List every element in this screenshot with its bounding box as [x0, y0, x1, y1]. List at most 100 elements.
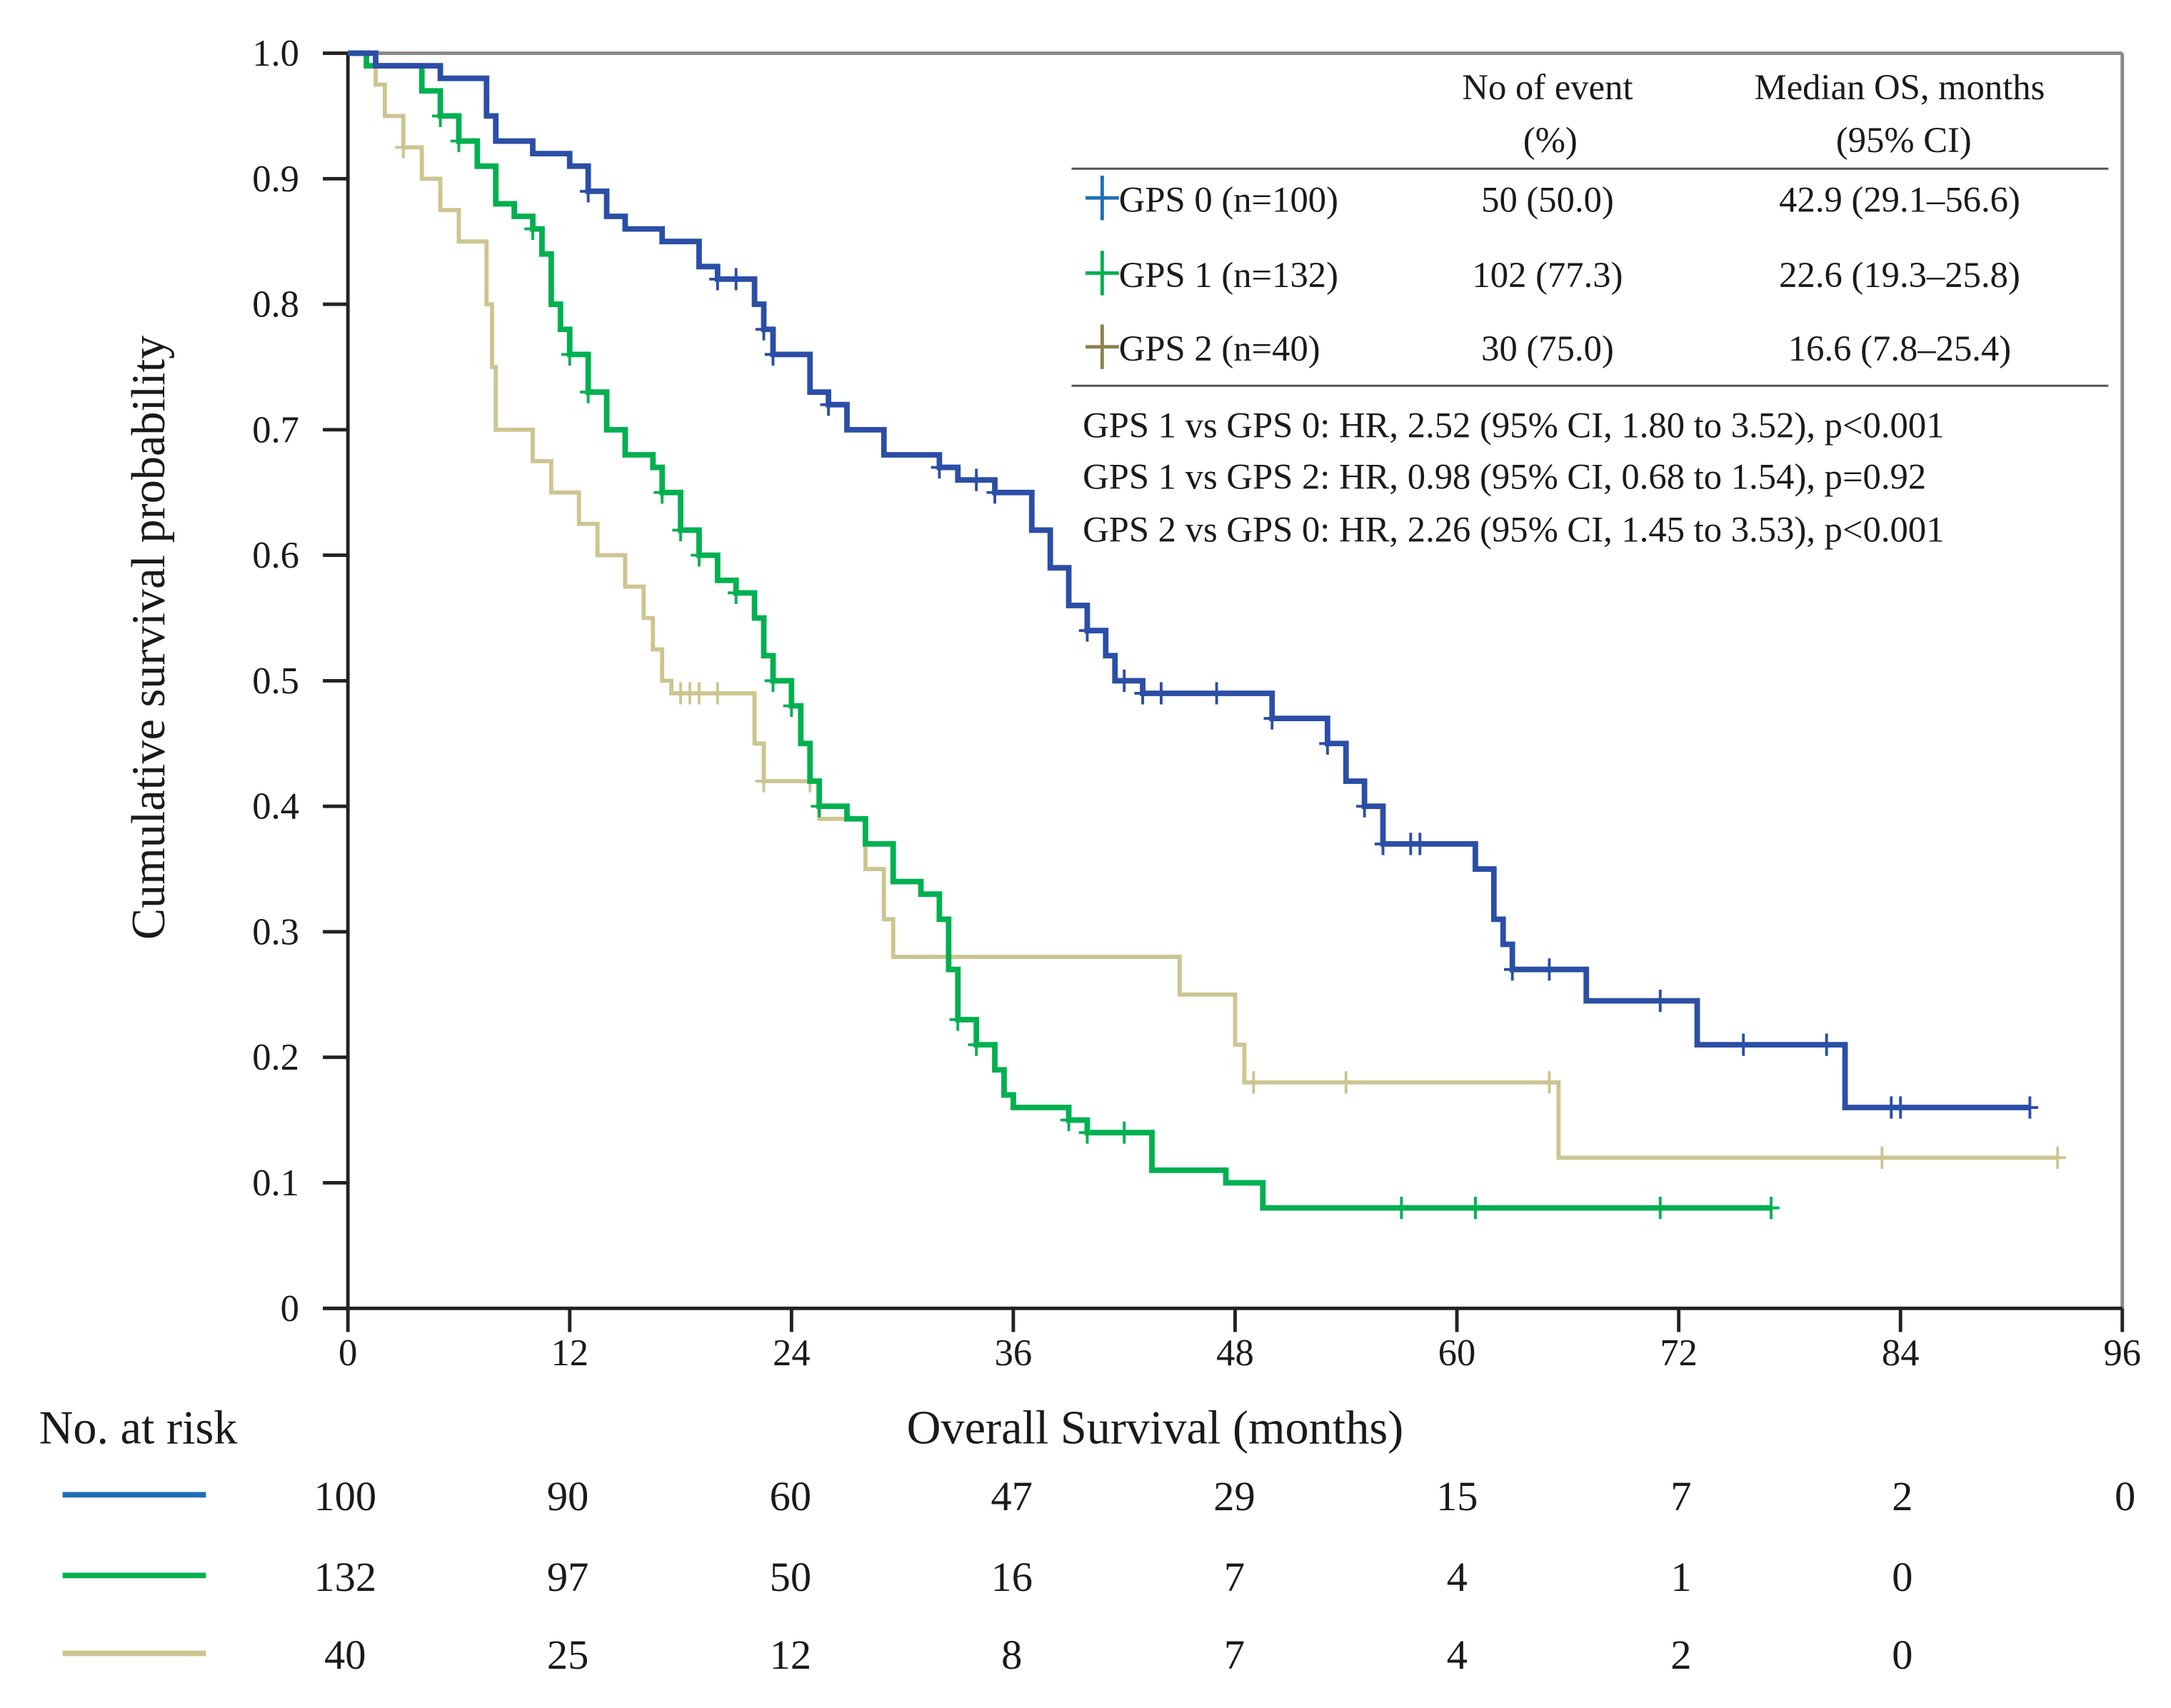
at-risk-title: No. at risk: [39, 1402, 239, 1454]
x-tick-label: 72: [1660, 1332, 1698, 1374]
hr-annotation: GPS 1 vs GPS 2: HR, 0.98 (95% CI, 0.68 t…: [1083, 456, 1926, 496]
censor-mark: [1504, 958, 1521, 981]
median-header: Median OS, months: [1755, 67, 2045, 107]
y-tick-label: 0.6: [252, 535, 299, 576]
at-risk-value: 29: [1213, 1473, 1255, 1519]
at-risk-value: 8: [1001, 1632, 1022, 1678]
x-axis-label: Overall Survival (months): [907, 1402, 1404, 1454]
censor-mark: [1060, 1109, 1078, 1132]
series-1: [348, 50, 1780, 1220]
censor-mark: [561, 343, 578, 366]
censor-mark: [1338, 1071, 1355, 1094]
x-tick-label: 0: [339, 1332, 357, 1374]
legend-median: 42.9 (29.1–56.6): [1779, 180, 2020, 220]
at-risk-value: 2: [1670, 1632, 1691, 1678]
legend-events: 50 (50.0): [1481, 180, 1614, 220]
censor-mark: [986, 481, 1003, 504]
legend-series-name: GPS 1 (n=132): [1119, 255, 1338, 295]
x-tick-label: 12: [551, 1332, 588, 1374]
censor-mark: [450, 129, 468, 153]
at-risk-value: 7: [1224, 1632, 1245, 1678]
censor-mark: [755, 318, 773, 341]
legend-median: 16.6 (7.8–25.4): [1788, 328, 2011, 368]
censor-mark: [431, 104, 449, 127]
at-risk-value: 1: [1670, 1554, 1691, 1600]
legend-marker-icon: [1086, 251, 1119, 296]
censor-mark: [1873, 1146, 1891, 1169]
censor-mark: [1540, 1071, 1558, 1094]
hr-annotation: GPS 1 vs GPS 0: HR, 2.52 (95% CI, 1.80 t…: [1083, 405, 1944, 445]
censor-mark: [1892, 1096, 1909, 1119]
events-header: No of event: [1462, 67, 1633, 107]
censor-mark: [1411, 833, 1428, 855]
y-tick-label: 1.0: [252, 33, 299, 74]
at-risk-value: 25: [547, 1632, 588, 1678]
censor-mark: [764, 669, 782, 692]
censor-mark: [1263, 707, 1280, 730]
y-tick-label: 0.7: [252, 409, 299, 451]
censor-mark: [949, 1008, 966, 1031]
y-tick-label: 0: [281, 1288, 299, 1330]
y-tick-label: 0.9: [252, 159, 299, 200]
censor-mark: [931, 456, 948, 479]
x-tick-label: 96: [2103, 1332, 2141, 1374]
legend-marker-icon: [1086, 175, 1119, 221]
censor-mark: [709, 682, 726, 705]
censor-mark: [764, 343, 782, 366]
y-tick-label: 0.8: [252, 284, 299, 326]
at-risk-value: 15: [1436, 1473, 1478, 1519]
at-risk-value: 100: [314, 1473, 376, 1519]
censor-mark: [1078, 619, 1096, 642]
censor-mark: [1153, 682, 1170, 705]
x-tick-label: 60: [1438, 1332, 1476, 1374]
at-risk-value: 4: [1447, 1632, 1468, 1678]
x-tick-label: 48: [1216, 1332, 1254, 1374]
censor-mark: [1355, 795, 1373, 818]
at-risk-value: 50: [770, 1554, 811, 1600]
plot-frame: [323, 51, 2125, 1312]
censor-mark: [1078, 1121, 1096, 1144]
at-risk-value: 16: [991, 1554, 1032, 1600]
survival-curve: [348, 51, 2058, 1160]
at-risk-value: 0: [1892, 1554, 1912, 1600]
at-risk-value: 0: [2115, 1473, 2135, 1519]
at-risk-value: 7: [1224, 1554, 1245, 1600]
censor-mark: [691, 682, 708, 705]
at-risk-value: 47: [991, 1473, 1032, 1519]
y-tick-label: 0.4: [252, 786, 299, 828]
median-header-unit: (95% CI): [1836, 120, 1972, 160]
censor-mark: [1540, 958, 1558, 981]
y-tick-label: 0.2: [252, 1037, 299, 1078]
hr-annotation: GPS 2 vs GPS 0: HR, 2.26 (95% CI, 1.45 t…: [1083, 510, 1944, 550]
at-risk-table: 100 90 60 47 29 15 7 2 0 132 97 50 16 7 4 1 0 40 25 12 8 7 4 2 0: [62, 1473, 2135, 1678]
censor-mark: [691, 544, 708, 567]
y-tick-label: 0.3: [252, 911, 299, 953]
at-risk-value: 132: [314, 1554, 376, 1600]
censor-mark: [820, 393, 837, 416]
legend-table: No of event (%) Median OS, months (95% C…: [1071, 67, 2109, 550]
censor-mark: [709, 268, 726, 291]
censor-mark: [755, 770, 773, 793]
censor-mark: [1467, 1197, 1484, 1220]
at-risk-value: 0: [1892, 1632, 1912, 1678]
censor-mark: [783, 694, 801, 718]
censor-mark: [1319, 732, 1336, 755]
legend-events: 30 (75.0): [1481, 328, 1614, 368]
censor-mark: [1245, 1071, 1263, 1094]
legend-marker-icon: [1086, 324, 1119, 369]
at-risk-value: 60: [770, 1473, 811, 1519]
censor-mark: [1134, 682, 1151, 705]
events-header-unit: (%): [1523, 120, 1578, 160]
censor-mark: [1735, 1033, 1752, 1056]
y-tick-label: 0.1: [252, 1162, 299, 1204]
censor-mark: [1115, 1121, 1133, 1144]
censor-mark: [1374, 833, 1392, 855]
censor-mark: [653, 481, 671, 504]
y-tick-label: 0.5: [252, 660, 299, 702]
survival-curve: [348, 50, 1772, 1211]
censor-mark: [727, 268, 745, 291]
legend-median: 22.6 (19.3–25.8): [1779, 255, 2020, 295]
censor-mark: [579, 180, 597, 203]
x-tick-label: 36: [995, 1332, 1033, 1374]
